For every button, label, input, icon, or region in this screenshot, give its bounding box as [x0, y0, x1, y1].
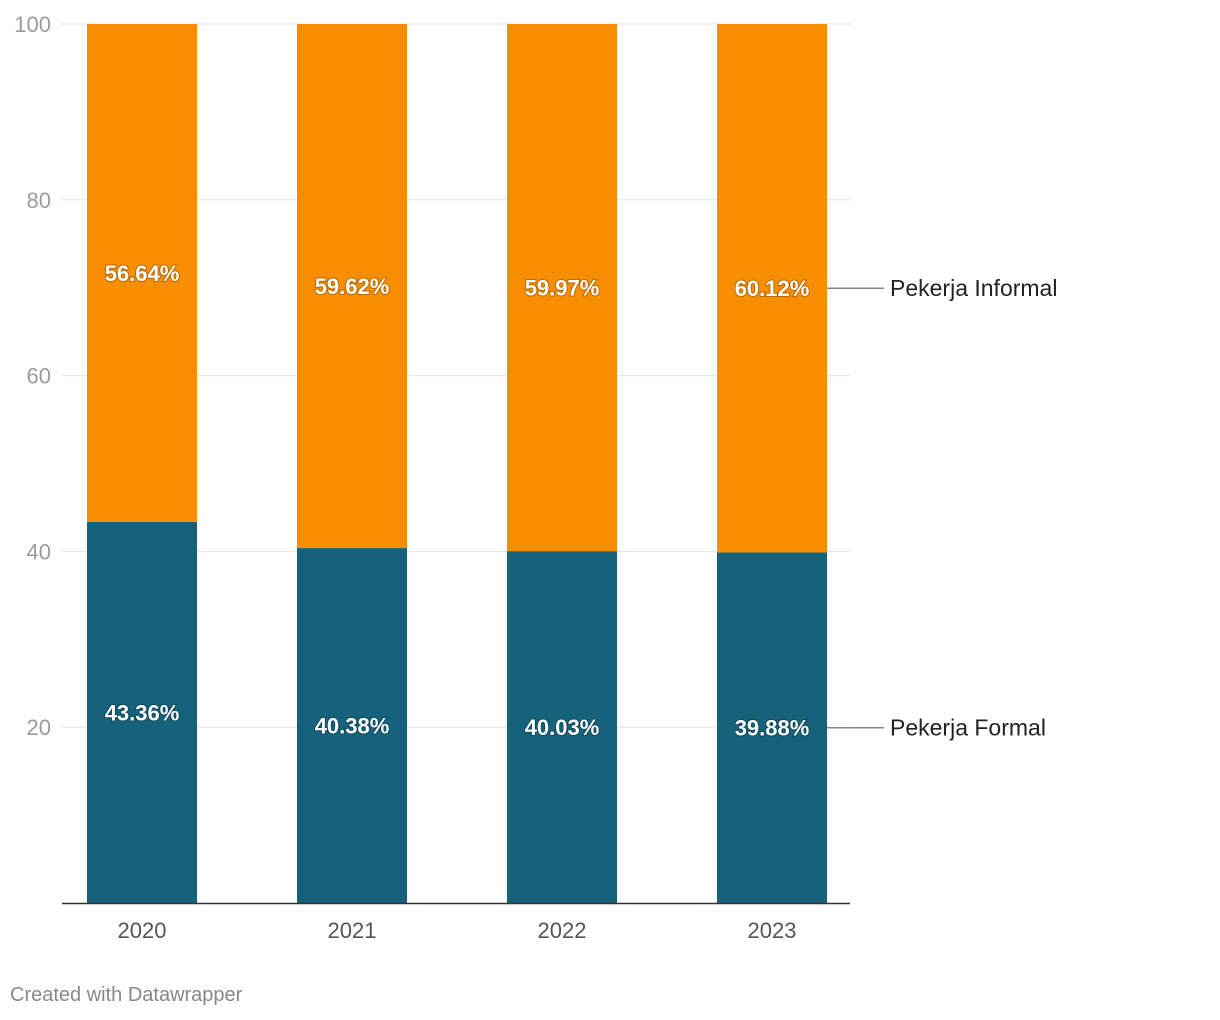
- bar-informal-2021: [297, 24, 407, 549]
- y-tick-label-40: 40: [27, 539, 51, 564]
- bar-informal-2022: [507, 24, 617, 552]
- bar-formal-2023: [717, 552, 827, 903]
- bars: 43.36% 56.64% 40.38% 59.62% 40.03% 59.97% 39.8…: [87, 24, 827, 903]
- bar-informal-2020: [87, 24, 197, 522]
- x-tick-label-2023: 2023: [748, 918, 797, 943]
- y-tick-label-60: 60: [27, 364, 51, 389]
- data-label-formal-2020: 43.36%: [105, 700, 180, 725]
- x-tick-label-2021: 2021: [328, 918, 377, 943]
- data-label-informal-2023: 60.12%: [735, 276, 810, 301]
- axes: 20 40 60 80 100 2020 2021 2022 2023: [14, 12, 850, 943]
- data-label-formal-2021: 40.38%: [315, 714, 390, 739]
- chart-credit: Created with Datawrapper: [10, 984, 243, 1006]
- y-tick-label-20: 20: [27, 715, 51, 740]
- legend-label-formal: Pekerja Formal: [890, 715, 1046, 741]
- y-tick-label-80: 80: [27, 188, 51, 213]
- x-tick-label-2020: 2020: [118, 918, 167, 943]
- x-tick-label-2022: 2022: [538, 918, 587, 943]
- bar-informal-2023: [717, 24, 827, 553]
- bar-formal-2022: [507, 551, 617, 903]
- legend-label-informal: Pekerja Informal: [890, 275, 1057, 301]
- data-label-informal-2020: 56.64%: [105, 261, 180, 286]
- legend: Pekerja Formal Pekerja Informal: [827, 275, 1057, 741]
- data-label-informal-2021: 59.62%: [315, 274, 390, 299]
- bar-formal-2021: [297, 548, 407, 903]
- bar-formal-2020: [87, 521, 197, 903]
- y-tick-label-100: 100: [14, 12, 51, 37]
- data-label-formal-2023: 39.88%: [735, 716, 810, 741]
- data-label-formal-2022: 40.03%: [525, 715, 600, 740]
- data-label-informal-2022: 59.97%: [525, 276, 600, 301]
